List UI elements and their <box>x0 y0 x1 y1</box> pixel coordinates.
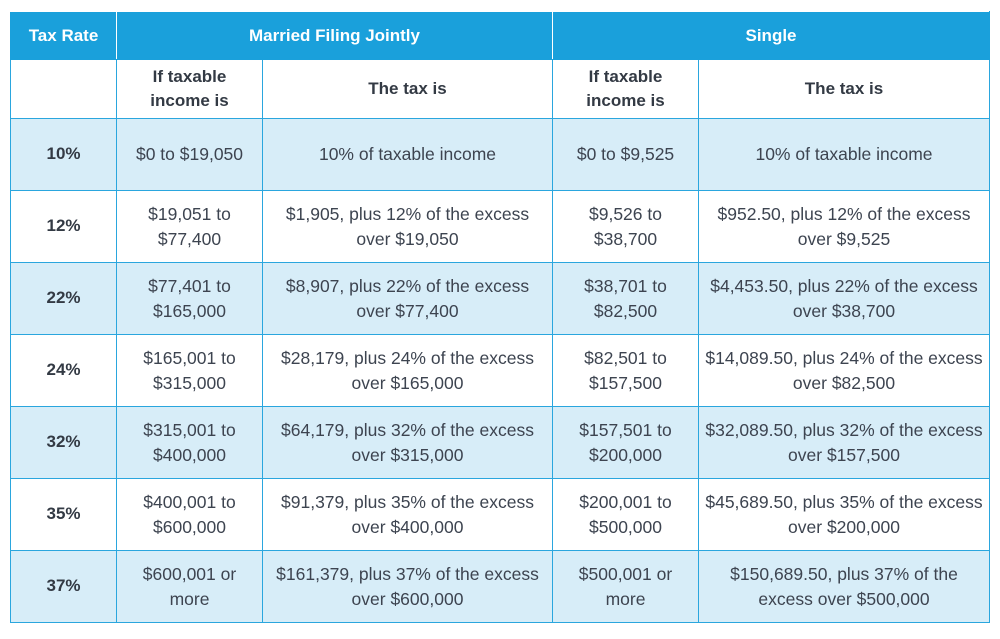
tax-rate-cell: 12% <box>10 190 117 263</box>
mfj-tax-cell: $8,907, plus 22% of the excess over $77,… <box>262 262 553 335</box>
mfj-tax-cell: 10% of taxable income <box>262 118 553 191</box>
subheader-single-tax: The tax is <box>697 59 991 119</box>
table-row: 32% $315,001 to $400,000 $64,179, plus 3… <box>10 406 991 479</box>
tax-rate-cell: 10% <box>10 118 117 191</box>
tax-rate-cell: 35% <box>10 478 117 551</box>
mfj-income-cell: $0 to $19,050 <box>116 118 263 191</box>
subheader-mfj-tax: The tax is <box>262 59 553 119</box>
header-single: Single <box>551 11 991 60</box>
subheader-single-income: If taxable income is <box>552 59 699 119</box>
single-income-cell: $500,001 or more <box>552 550 699 623</box>
single-tax-cell: $32,089.50, plus 32% of the excess over … <box>697 406 991 479</box>
single-tax-cell: 10% of taxable income <box>697 118 991 191</box>
table-row: 37% $600,001 or more $161,379, plus 37% … <box>10 550 991 623</box>
mfj-income-cell: $165,001 to $315,000 <box>116 334 263 407</box>
mfj-income-cell: $315,001 to $400,000 <box>116 406 263 479</box>
single-tax-cell: $45,689.50, plus 35% of the excess over … <box>697 478 991 551</box>
table-row: 22% $77,401 to $165,000 $8,907, plus 22%… <box>10 262 991 335</box>
single-tax-cell: $14,089.50, plus 24% of the excess over … <box>697 334 991 407</box>
single-income-cell: $38,701 to $82,500 <box>552 262 699 335</box>
mfj-tax-cell: $1,905, plus 12% of the excess over $19,… <box>262 190 553 263</box>
mfj-income-cell: $19,051 to $77,400 <box>116 190 263 263</box>
single-tax-cell: $150,689.50, plus 37% of the excess over… <box>697 550 991 623</box>
tax-bracket-table-container: Tax Rate Married Filing Jointly Single I… <box>10 11 991 623</box>
tax-rate-cell: 37% <box>10 550 117 623</box>
table-row: 12% $19,051 to $77,400 $1,905, plus 12% … <box>10 190 991 263</box>
single-income-cell: $200,001 to $500,000 <box>552 478 699 551</box>
tax-rate-cell: 22% <box>10 262 117 335</box>
mfj-tax-cell: $28,179, plus 24% of the excess over $16… <box>262 334 553 407</box>
header-row: Tax Rate Married Filing Jointly Single <box>10 11 991 60</box>
mfj-tax-cell: $64,179, plus 32% of the excess over $31… <box>262 406 553 479</box>
subheader-mfj-income: If taxable income is <box>116 59 263 119</box>
mfj-income-cell: $600,001 or more <box>116 550 263 623</box>
single-tax-cell: $952.50, plus 12% of the excess over $9,… <box>697 190 991 263</box>
single-income-cell: $157,501 to $200,000 <box>552 406 699 479</box>
single-tax-cell: $4,453.50, plus 22% of the excess over $… <box>697 262 991 335</box>
mfj-tax-cell: $161,379, plus 37% of the excess over $6… <box>262 550 553 623</box>
subheader-row: If taxable income is The tax is If taxab… <box>10 59 991 119</box>
table-row: 10% $0 to $19,050 10% of taxable income … <box>10 118 991 191</box>
table-row: 24% $165,001 to $315,000 $28,179, plus 2… <box>10 334 991 407</box>
mfj-tax-cell: $91,379, plus 35% of the excess over $40… <box>262 478 553 551</box>
header-married-filing-jointly: Married Filing Jointly <box>116 11 553 60</box>
mfj-income-cell: $77,401 to $165,000 <box>116 262 263 335</box>
single-income-cell: $9,526 to $38,700 <box>552 190 699 263</box>
tax-bracket-table: Tax Rate Married Filing Jointly Single I… <box>10 11 991 623</box>
table-row: 35% $400,001 to $600,000 $91,379, plus 3… <box>10 478 991 551</box>
tax-rate-cell: 32% <box>10 406 117 479</box>
tax-rate-cell: 24% <box>10 334 117 407</box>
header-tax-rate: Tax Rate <box>10 11 117 60</box>
single-income-cell: $82,501 to $157,500 <box>552 334 699 407</box>
single-income-cell: $0 to $9,525 <box>552 118 699 191</box>
mfj-income-cell: $400,001 to $600,000 <box>116 478 263 551</box>
subheader-blank <box>10 59 117 119</box>
